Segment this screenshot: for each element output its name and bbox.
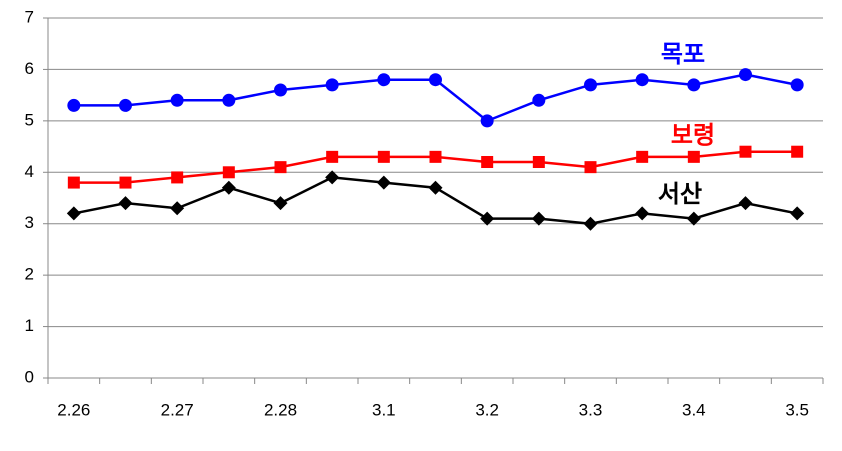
marker [480,114,494,128]
marker [376,175,391,190]
marker [273,196,288,211]
marker [791,145,804,158]
marker [687,150,700,163]
y-tick-label: 2 [25,265,34,284]
y-tick-label: 1 [25,316,34,335]
marker [687,78,701,92]
y-tick-label: 3 [25,213,34,232]
marker [119,176,132,189]
marker [66,206,81,221]
marker [480,211,495,226]
y-tick-label: 6 [25,59,34,78]
marker [171,171,184,184]
marker [274,161,287,174]
x-tick-label: 2.28 [264,400,297,419]
marker [584,161,597,174]
marker [583,216,598,231]
marker [790,206,805,221]
marker [532,93,546,107]
marker [429,150,442,163]
marker [222,166,235,179]
marker [67,98,81,112]
marker [635,73,649,87]
marker [118,196,133,211]
x-tick-label: 2.26 [57,400,90,419]
marker [481,156,494,168]
marker [790,78,804,92]
marker [377,73,391,87]
marker [274,83,287,97]
x-tick-label: 3.2 [475,400,499,419]
marker [686,211,701,226]
y-tick-label: 4 [25,162,34,181]
marker [170,201,185,216]
marker [635,206,650,221]
y-tick-label: 0 [25,367,34,386]
marker [636,150,649,163]
marker [325,78,339,92]
marker [738,196,753,211]
marker [170,93,184,107]
x-tick-label: 2.27 [161,400,194,419]
marker [531,211,546,226]
x-tick-label: 3.3 [579,400,603,419]
marker [326,150,339,163]
x-tick-label: 3.5 [785,400,809,419]
marker [222,93,236,107]
marker [739,145,752,158]
series-label: 서산 [658,180,702,208]
marker [739,68,752,82]
series-label: 목포 [661,40,705,68]
y-tick-label: 5 [25,110,34,129]
series-label: 보령 [671,121,715,149]
marker [377,150,390,163]
marker [325,170,340,185]
marker [119,98,132,112]
marker [429,73,442,87]
x-tick-label: 3.1 [372,400,396,419]
x-tick-label: 3.4 [682,400,706,419]
marker [428,180,443,195]
marker [584,78,597,92]
marker [67,176,80,189]
marker [221,180,236,195]
marker [532,156,545,168]
y-tick-label: 7 [25,7,34,26]
